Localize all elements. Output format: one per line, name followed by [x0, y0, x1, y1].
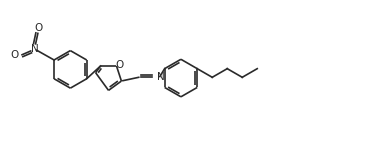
Text: O: O — [115, 60, 123, 70]
Text: N: N — [157, 72, 165, 82]
Text: O: O — [34, 24, 42, 34]
Text: O: O — [11, 50, 19, 60]
Text: N: N — [31, 44, 38, 54]
